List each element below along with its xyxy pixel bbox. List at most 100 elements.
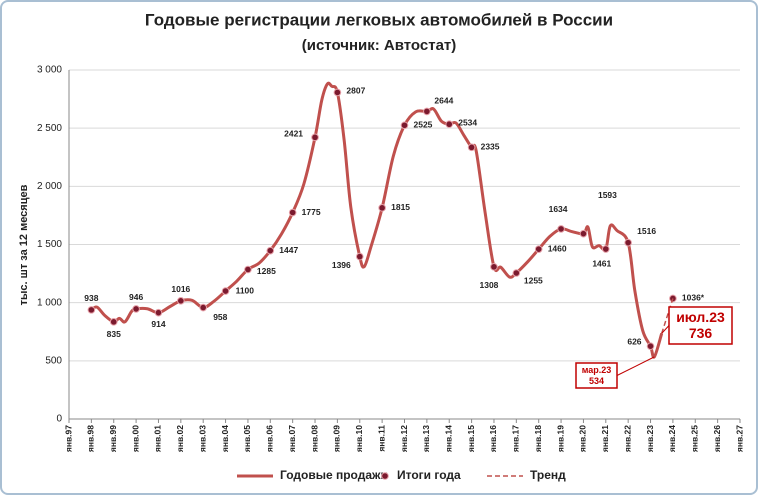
data-label: 1016 (171, 284, 190, 294)
x-tick-label: янв.05 (242, 425, 252, 452)
data-label: 946 (129, 292, 143, 302)
data-label: 626 (627, 336, 641, 346)
x-tick-label: янв.20 (578, 425, 588, 452)
x-tick-label: янв.00 (130, 425, 140, 452)
data-label: 1815 (391, 202, 410, 212)
year-point (423, 107, 431, 116)
x-tick-label: янв.22 (622, 425, 632, 452)
year-point (355, 252, 364, 261)
year-point (624, 238, 632, 247)
year-point (221, 287, 230, 295)
data-label: 1447 (279, 245, 298, 255)
x-tick-label: янв.97 (63, 425, 73, 452)
x-tick-label: янв.14 (443, 425, 453, 452)
x-tick-label: янв.11 (376, 425, 386, 452)
year-point (512, 269, 521, 277)
data-label: 1100 (236, 285, 255, 295)
x-tick-label: янв.15 (466, 425, 476, 452)
x-tick-label: янв.09 (332, 425, 342, 452)
annotation-date: мар.23 (582, 365, 612, 375)
x-tick-label: янв.99 (108, 425, 118, 452)
year-point (244, 265, 252, 274)
x-tick-label: янв.27 (734, 425, 744, 452)
x-tick-label: янв.26 (712, 425, 722, 452)
data-label: 1775 (302, 207, 321, 217)
year-point (378, 204, 386, 212)
year-point (199, 303, 207, 312)
data-label: 1396 (332, 260, 351, 270)
annotation-value: 534 (589, 376, 604, 386)
data-label: 1036* (682, 293, 705, 303)
x-tick-label: янв.12 (399, 425, 409, 452)
chart-title: Годовые регистрации легковых автомобилей… (145, 10, 613, 29)
data-label: 2421 (284, 129, 303, 139)
data-label: 938 (84, 293, 98, 303)
x-tick-label: янв.23 (645, 425, 655, 452)
year-point (490, 263, 498, 271)
data-label: 1308 (480, 280, 499, 290)
year-point (534, 245, 543, 253)
y-tick-label: 2 000 (37, 181, 62, 192)
year-point (109, 318, 118, 326)
x-tick-label: янв.16 (488, 425, 498, 452)
sales-line (90, 81, 664, 359)
data-label: 1460 (548, 243, 567, 253)
x-tick-label: янв.07 (287, 425, 297, 452)
year-point (177, 297, 185, 305)
year-point (602, 245, 610, 253)
year-point (288, 208, 297, 217)
data-label: 1461 (592, 258, 611, 268)
y-tick-label: 3 000 (37, 65, 62, 76)
x-tick-label: янв.04 (220, 425, 230, 452)
data-label: 914 (151, 319, 165, 329)
year-point (557, 225, 565, 233)
data-label: 1516 (637, 226, 656, 236)
year-point (266, 246, 275, 255)
y-tick-label: 0 (56, 414, 62, 425)
year-point (311, 133, 319, 142)
year-point (333, 88, 342, 97)
data-label: 1634 (549, 204, 568, 214)
x-tick-label: янв.21 (600, 425, 610, 452)
x-tick-label: янв.01 (153, 425, 163, 452)
data-label: 2534 (458, 117, 477, 127)
legend-label: Итоги года (397, 468, 461, 482)
data-label: 2644 (434, 96, 453, 106)
legend-label: Тренд (530, 468, 566, 482)
annotation-value: 736 (689, 325, 713, 341)
y-tick-label: 1 500 (37, 239, 62, 250)
annotation-box (575, 362, 618, 389)
x-tick-label: янв.08 (309, 425, 319, 452)
x-tick-label: янв.10 (354, 425, 364, 452)
annotation-arrow (661, 325, 670, 334)
year-point (132, 305, 140, 313)
data-label: 1593 (598, 190, 617, 200)
year-point (400, 121, 409, 130)
x-tick-label: янв.17 (511, 425, 521, 452)
year-point (445, 120, 454, 129)
x-tick-label: янв.19 (555, 425, 565, 452)
data-label: 835 (107, 329, 121, 339)
y-axis-label: тыс. шт за 12 месяцев (18, 184, 30, 305)
x-tick-label: янв.03 (197, 425, 207, 452)
annotation-arrow (616, 356, 655, 376)
year-point (579, 229, 588, 238)
x-tick-label: янв.13 (421, 425, 431, 452)
trend-line (661, 298, 674, 334)
x-tick-label: янв.24 (667, 425, 677, 452)
x-tick-label: янв.25 (690, 425, 700, 452)
data-label: 2335 (481, 142, 500, 152)
data-label: 958 (213, 312, 227, 322)
y-tick-label: 2 500 (37, 123, 62, 134)
annotation-date: июл.23 (676, 309, 725, 325)
data-label: 1255 (524, 275, 543, 285)
data-label: 2807 (346, 86, 365, 96)
year-point (87, 306, 96, 314)
x-tick-label: янв.06 (265, 425, 275, 452)
x-tick-label: янв.18 (533, 425, 543, 452)
legend-label: Годовые продажи (280, 468, 388, 482)
x-tick-label: янв.98 (86, 425, 96, 452)
chart-subtitle: (источник: Автостат) (302, 37, 457, 54)
